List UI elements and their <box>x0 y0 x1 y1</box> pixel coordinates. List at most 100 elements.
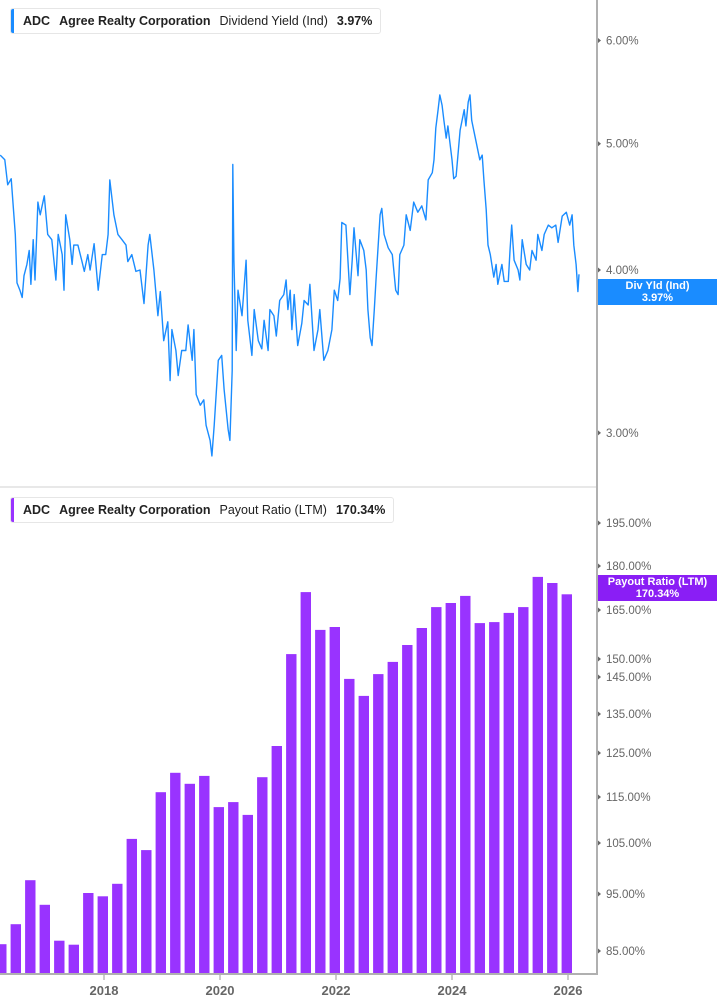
payout-bar <box>460 595 471 973</box>
y-tick-label: 180.00% <box>606 561 651 573</box>
payout-y-axis: 195.00% 180.00% 165.00% 150.00% 145.00% 135.0… <box>598 518 651 958</box>
legend-metric: Dividend Yield (Ind) <box>219 14 328 28</box>
series-color-swatch <box>11 9 14 33</box>
y-tick-label: 125.00% <box>606 748 651 760</box>
payout-bar <box>329 627 340 973</box>
x-tick-label: 2018 <box>90 983 119 998</box>
yield-last-value-tag: Div Yld (Ind) 3.97% <box>598 279 717 305</box>
y-tick-label: 105.00% <box>606 838 651 850</box>
y-tick-mark <box>598 750 601 756</box>
y-tick-mark <box>598 948 601 954</box>
payout-bar <box>532 576 543 973</box>
payout-bar <box>54 940 65 973</box>
payout-bar <box>315 629 326 973</box>
payout-plot <box>0 576 572 973</box>
x-tick-label: 2026 <box>554 983 583 998</box>
payout-bar <box>474 623 485 973</box>
y-tick-mark <box>598 520 601 526</box>
payout-bar <box>431 607 442 973</box>
y-tick-mark <box>598 840 601 846</box>
y-tick-label: 195.00% <box>606 518 651 530</box>
y-tick-label: 150.00% <box>606 654 651 666</box>
payout-bar <box>170 772 181 973</box>
series-color-swatch <box>11 498 14 522</box>
x-tick-label: 2020 <box>206 983 235 998</box>
yield-legend: ADC Agree Realty Corporation Dividend Yi… <box>10 8 382 34</box>
y-tick-mark <box>598 430 601 436</box>
y-tick-mark <box>598 891 601 897</box>
payout-bar <box>199 775 210 973</box>
y-tick-label: 6.00% <box>606 36 639 48</box>
payout-bar <box>25 880 36 973</box>
payout-bar <box>39 904 50 973</box>
y-tick-label: 95.00% <box>606 889 645 901</box>
payout-bar <box>68 944 79 973</box>
payout-bar <box>242 814 253 973</box>
y-tick-label: 85.00% <box>606 946 645 958</box>
x-tick-label: 2022 <box>322 983 351 998</box>
payout-bar <box>155 792 166 973</box>
x-tick-label: 2024 <box>438 983 468 998</box>
payout-bar <box>83 893 94 973</box>
payout-bar <box>489 622 500 973</box>
tag-label: Payout Ratio (LTM) <box>607 576 708 588</box>
payout-bar <box>257 777 268 973</box>
payout-bar <box>300 592 311 973</box>
legend-ticker: ADC <box>23 503 51 517</box>
legend-metric: Payout Ratio (LTM) <box>219 503 327 517</box>
payout-bar <box>141 850 152 973</box>
payout-bar <box>286 654 297 973</box>
y-tick-mark <box>598 141 601 147</box>
payout-bar <box>402 645 413 973</box>
payout-bar <box>213 807 224 973</box>
payout-bar <box>518 607 529 973</box>
payout-bar <box>112 883 123 973</box>
yield-series-line <box>0 94 580 457</box>
y-tick-label: 165.00% <box>606 605 651 617</box>
y-tick-label: 4.00% <box>606 265 639 277</box>
payout-bar <box>387 661 398 973</box>
payout-bar <box>0 944 7 973</box>
payout-bar <box>445 603 456 973</box>
legend-ticker: ADC <box>23 14 51 28</box>
yield-y-axis: 6.00% 5.00% 4.00% 3.00% <box>598 36 639 440</box>
y-tick-label: 3.00% <box>606 428 639 440</box>
y-tick-label: 5.00% <box>606 139 639 151</box>
y-tick-mark <box>598 267 601 273</box>
payout-bar <box>126 838 137 973</box>
payout-bar <box>561 594 572 973</box>
legend-value: 3.97% <box>336 14 373 28</box>
tag-value: 3.97% <box>641 292 674 304</box>
y-tick-label: 135.00% <box>606 709 651 721</box>
y-tick-mark <box>598 607 601 613</box>
tag-value: 170.34% <box>635 588 680 600</box>
payout-bar <box>97 896 108 973</box>
y-tick-mark <box>598 711 601 717</box>
yield-plot <box>0 94 580 457</box>
payout-legend: ADC Agree Realty Corporation Payout Rati… <box>10 497 395 523</box>
payout-bar <box>344 678 355 973</box>
y-tick-mark <box>598 38 601 44</box>
payout-bar <box>547 583 558 973</box>
tag-label: Div Yld (Ind) <box>625 280 690 292</box>
x-axis: 2018 2020 2022 2024 2026 <box>90 975 583 998</box>
y-tick-label: 145.00% <box>606 672 651 684</box>
legend-company: Agree Realty Corporation <box>59 14 211 28</box>
payout-bar <box>228 802 239 973</box>
payout-last-value-tag: Payout Ratio (LTM) 170.34% <box>598 575 717 601</box>
payout-bar <box>271 746 282 973</box>
payout-bar <box>10 924 21 973</box>
payout-bar <box>184 783 195 973</box>
y-tick-label: 115.00% <box>606 792 651 804</box>
payout-bar <box>503 612 514 973</box>
y-tick-mark <box>598 563 601 569</box>
y-tick-mark <box>598 794 601 800</box>
payout-bar <box>373 674 384 973</box>
payout-bar <box>358 695 369 973</box>
payout-bar <box>416 628 427 973</box>
y-tick-mark <box>598 674 601 680</box>
y-tick-mark <box>598 656 601 662</box>
legend-value: 170.34% <box>335 503 386 517</box>
legend-company: Agree Realty Corporation <box>59 503 211 517</box>
